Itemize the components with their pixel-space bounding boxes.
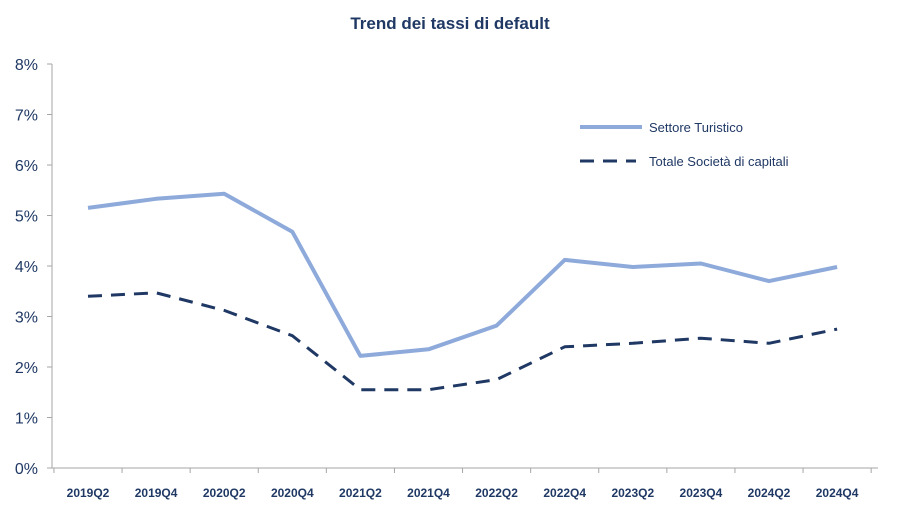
y-tick-label: 1% (15, 411, 38, 428)
y-tick-label: 4% (15, 259, 38, 276)
legend-label-totale-societa: Totale Società di capitali (649, 154, 789, 169)
x-tick-label: 2019Q4 (135, 486, 178, 500)
series-line-settore-turistico (87, 191, 838, 358)
x-tick-label: 2021Q2 (339, 486, 382, 500)
y-tick-label: 3% (15, 310, 38, 327)
y-tick-label: 8% (15, 57, 38, 74)
y-tick-label: 2% (15, 360, 38, 377)
y-tick-label: 5% (15, 209, 38, 226)
x-tick-label: 2022Q4 (543, 486, 586, 500)
x-tick-label: 2023Q4 (680, 486, 723, 500)
y-tick-label: 7% (15, 108, 38, 125)
x-axis-ticks: 2019Q2 2019Q4 2020Q2 2020Q4 2021Q2 2021Q4 2022… (53, 468, 872, 500)
x-tick-label: 2022Q2 (475, 486, 518, 500)
x-tick-label: 2024Q4 (816, 486, 859, 500)
legend: Settore Turistico Totale Società di capi… (580, 120, 789, 169)
chart-axes (51, 64, 878, 469)
x-tick-label: 2024Q2 (748, 486, 791, 500)
y-axis-ticks: 0% 1% 2% 3% 4% 5% 6% 7% 8% (15, 57, 52, 478)
series-line-totale-societa (87, 291, 838, 392)
legend-label-settore-turistico: Settore Turistico (649, 120, 743, 135)
x-tick-label: 2020Q4 (271, 486, 314, 500)
y-tick-label: 6% (15, 158, 38, 175)
x-tick-label: 2021Q4 (407, 486, 450, 500)
chart-title: Trend dei tassi di default (350, 14, 550, 33)
y-tick-label: 0% (15, 461, 38, 478)
x-tick-label: 2023Q2 (611, 486, 654, 500)
series-lines (87, 191, 838, 392)
x-tick-label: 2020Q2 (203, 486, 246, 500)
x-tick-label: 2019Q2 (67, 486, 110, 500)
